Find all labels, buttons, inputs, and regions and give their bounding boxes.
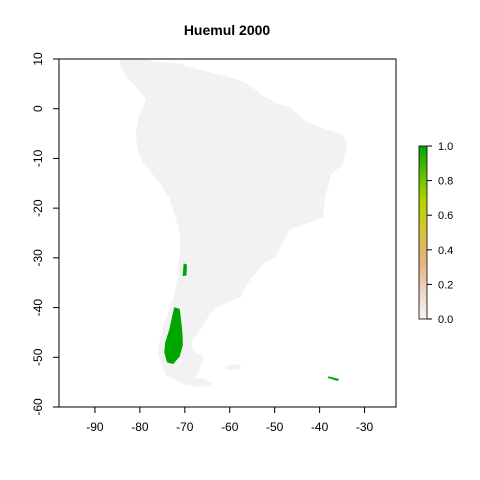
x-axis: -90 -80 -70 -60 -50 -40 -30	[86, 406, 374, 434]
y-tick-label: -30	[31, 249, 45, 267]
y-axis: 10 0 -10 -20 -30 -40 -50 -60	[31, 52, 59, 416]
map-panel	[120, 59, 347, 387]
colorbar-bar	[418, 145, 428, 320]
y-tick-label: -40	[31, 299, 45, 317]
y-tick-label: -50	[31, 348, 45, 366]
colorbar-tick-label: 0.0	[438, 314, 453, 326]
presence-layer	[164, 263, 339, 382]
colorbar-ticks: 1.0 0.8 0.6 0.4 0.2 0.0	[427, 141, 453, 326]
y-tick-label: -60	[31, 398, 45, 416]
presence-patch	[182, 263, 187, 277]
x-tick-label: -90	[86, 420, 104, 434]
presence-patch	[164, 307, 183, 365]
colorbar-tick-label: 0.2	[438, 279, 453, 291]
colorbar-tick-label: 1.0	[438, 141, 453, 153]
x-tick-label: -60	[221, 420, 239, 434]
y-tick-label: -10	[31, 149, 45, 167]
colorbar-tick-label: 0.8	[438, 176, 453, 188]
x-tick-label: -30	[356, 420, 374, 434]
colorbar-tick-label: 0.6	[438, 210, 453, 222]
land-tierra-del-fuego	[186, 378, 212, 387]
map-title: Huemul 2000	[184, 22, 271, 38]
y-tick-label: -20	[31, 199, 45, 217]
land-south-america	[120, 59, 347, 387]
x-tick-label: -80	[131, 420, 149, 434]
presence-patch	[327, 376, 339, 382]
y-tick-label: 10	[31, 52, 45, 66]
x-tick-label: -40	[311, 420, 329, 434]
colorbar-tick-label: 0.4	[438, 245, 453, 257]
x-tick-label: -70	[176, 420, 194, 434]
land-falklands	[225, 364, 242, 370]
x-tick-label: -50	[266, 420, 284, 434]
colorbar-legend: 1.0 0.8 0.6 0.4 0.2 0.0	[418, 141, 453, 326]
y-tick-label: 0	[31, 105, 45, 112]
